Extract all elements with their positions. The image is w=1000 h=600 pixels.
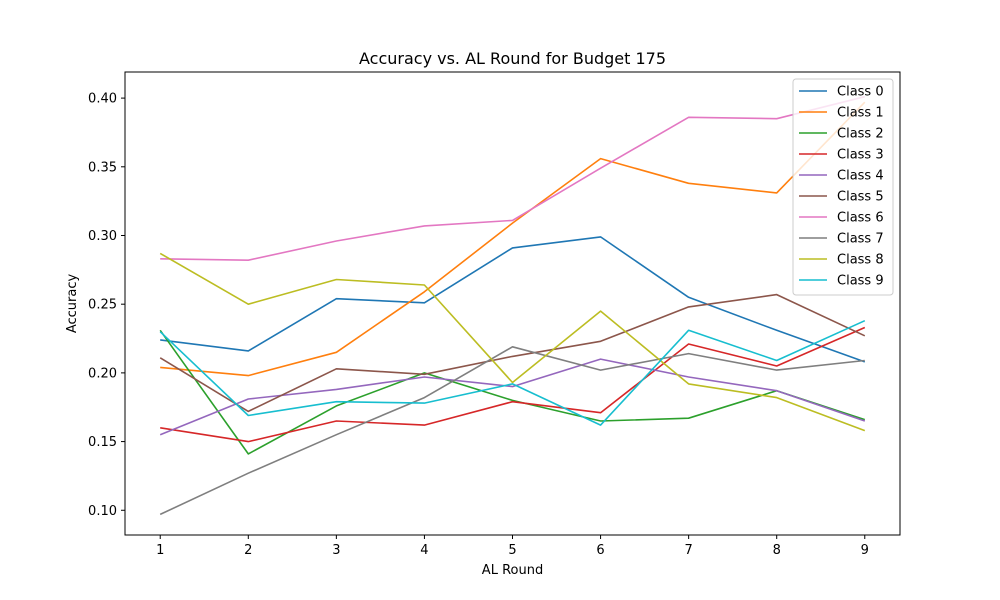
x-tick-label: 2 [244,543,252,558]
series-line-class-1 [160,101,866,377]
legend-entry-label: Class 6 [837,211,884,226]
series-line-class-7 [159,345,865,516]
series-line-class-9 [159,319,866,426]
y-tick-label: 0.10 [88,504,117,519]
x-tick-label: 8 [773,543,781,558]
legend-entry-label: Class 9 [837,274,884,289]
legend-entry-label: Class 4 [837,169,884,184]
y-tick-label: 0.35 [88,160,117,175]
series-layer [159,95,866,516]
series-line-class-8 [159,252,866,432]
series-line-class-6 [160,95,865,262]
series-line-class-0 [160,236,866,363]
x-tick-label: 5 [508,543,516,558]
legend-entry-label: Class 0 [837,85,884,100]
y-tick-label: 0.40 [88,92,117,107]
y-axis: 0.10 0.15 0.20 0.25 0.30 0.35 0.40 [88,92,125,519]
series-line-class-2 [159,329,866,455]
y-tick-label: 0.20 [88,366,117,381]
chart-title: Accuracy vs. AL Round for Budget 175 [359,49,666,68]
x-tick-label: 7 [684,543,692,558]
legend-entry-label: Class 8 [837,253,884,268]
y-tick-label: 0.30 [88,229,117,244]
legend-entry-label: Class 1 [837,106,884,121]
x-axis: 1 2 3 4 5 6 7 8 9 [156,535,869,558]
y-tick-label: 0.15 [88,435,117,450]
series-line-class-4 [159,358,866,436]
y-tick-label: 0.25 [88,298,117,313]
legend-entry-label: Class 5 [837,190,884,205]
legend: Class 0 Class 1 Class 2 Class 3 Class 4 Class… [792,78,894,296]
legend-entry-label: Class 3 [837,148,884,163]
series-line-class-5 [159,293,866,413]
x-tick-label: 4 [420,543,428,558]
x-tick-label: 9 [861,543,869,558]
legend-entry-label: Class 7 [837,232,884,247]
series-line-class-3 [160,326,866,443]
y-axis-title: Accuracy [65,274,80,334]
legend-entry-label: Class 2 [837,127,884,142]
x-tick-label: 1 [156,543,164,558]
x-tick-label: 3 [332,543,340,558]
x-tick-label: 6 [596,543,604,558]
x-axis-title: AL Round [482,563,543,578]
